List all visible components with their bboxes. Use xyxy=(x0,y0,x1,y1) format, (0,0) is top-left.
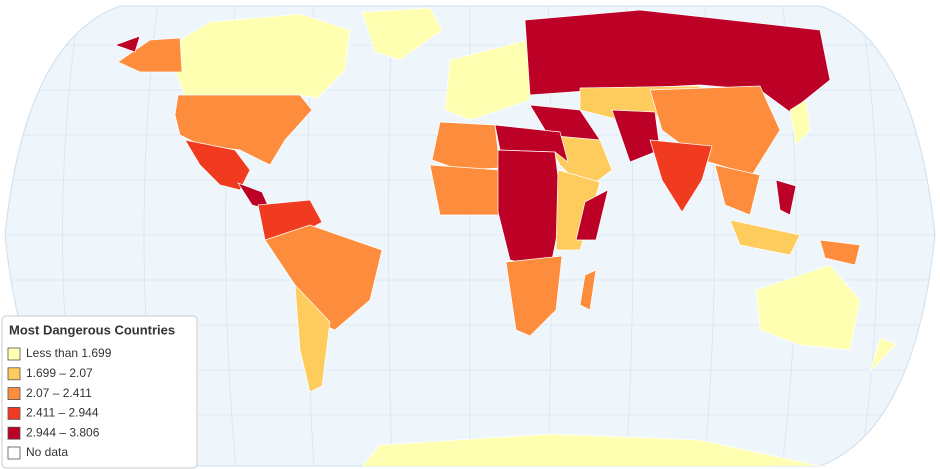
legend-title: Most Dangerous Countries xyxy=(9,322,175,337)
alaska-tip[interactable] xyxy=(113,35,141,53)
indonesia[interactable] xyxy=(729,219,801,256)
countries xyxy=(113,7,897,469)
somalia[interactable] xyxy=(575,189,609,241)
north-africa[interactable] xyxy=(431,121,501,171)
argentina-chile[interactable] xyxy=(294,284,331,393)
legend: Most Dangerous Countries Less than 1.699… xyxy=(1,315,198,469)
west-africa[interactable] xyxy=(429,164,501,216)
east-africa[interactable] xyxy=(555,169,601,251)
legend-swatch xyxy=(7,406,21,420)
legend-swatch xyxy=(7,446,21,460)
legend-label: 2.944 – 3.806 xyxy=(26,425,100,439)
alaska[interactable] xyxy=(117,37,183,73)
legend-swatch xyxy=(7,347,21,361)
legend-box xyxy=(1,315,198,469)
legend-label: 2.411 – 2.944 xyxy=(26,406,99,420)
legend-label: No data xyxy=(26,445,68,459)
madagascar[interactable] xyxy=(579,269,597,311)
canada[interactable] xyxy=(174,13,351,99)
japan[interactable] xyxy=(789,99,811,146)
greenland[interactable] xyxy=(361,7,443,61)
mexico[interactable] xyxy=(184,139,251,191)
philippines[interactable] xyxy=(775,179,797,216)
usa[interactable] xyxy=(174,94,313,166)
legend-swatch xyxy=(7,426,21,440)
southeast-asia[interactable] xyxy=(714,164,761,216)
india[interactable] xyxy=(649,139,713,213)
legend-swatch xyxy=(7,387,21,401)
legend-label: 2.07 – 2.411 xyxy=(26,386,92,400)
legend-label: Less than 1.699 xyxy=(26,346,112,360)
libya-sudan[interactable] xyxy=(494,124,569,163)
legend-swatch xyxy=(7,367,21,381)
new-zealand[interactable] xyxy=(869,337,897,373)
australia[interactable] xyxy=(755,264,861,351)
southern-africa[interactable] xyxy=(505,255,563,337)
legend-label: 1.699 – 2.07 xyxy=(26,366,93,380)
antarctica[interactable] xyxy=(359,433,821,469)
papua-new-guinea[interactable] xyxy=(819,239,861,266)
europe[interactable] xyxy=(444,39,531,121)
